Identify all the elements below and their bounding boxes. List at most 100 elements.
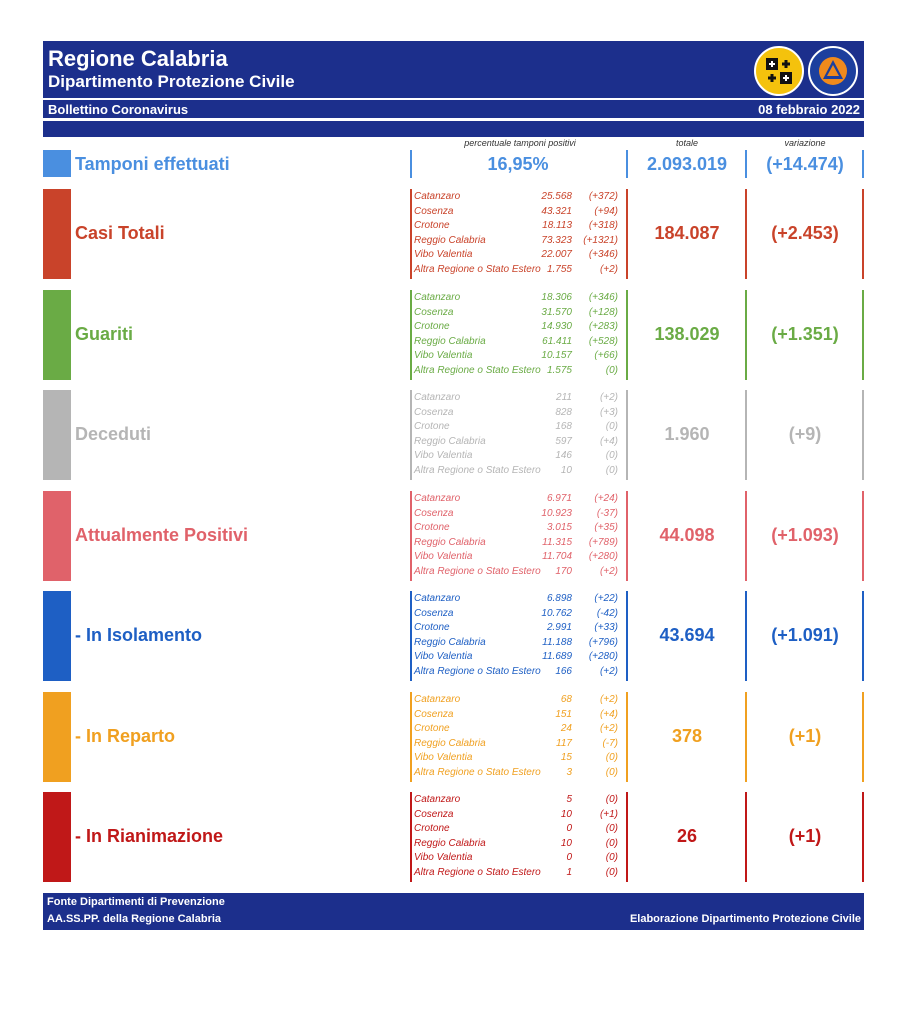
province-row: Altra Regione o Stato Estero 1 (0) — [414, 866, 622, 881]
province-name: Altra Regione o Stato Estero — [414, 565, 541, 577]
province-table: Catanzaro 18.306 (+346) Cosenza 31.570 (+128)… — [414, 291, 622, 379]
province-delta: (-42) — [596, 607, 618, 619]
province-delta: (0) — [605, 794, 618, 805]
province-delta: (0) — [605, 852, 618, 864]
page-title: Regione Calabria — [48, 46, 228, 71]
province-table: Catanzaro 211 (+2) Cosenza 828 (+3) Crotone 168… — [414, 391, 622, 479]
province-row: Cosenza 43.321 (+94) — [414, 205, 622, 220]
tamponi-divider — [745, 150, 747, 178]
header-divider — [43, 121, 864, 137]
province-row: Crotone 0 (0) — [414, 822, 622, 837]
province-value: 151 — [555, 708, 572, 720]
province-name: Reggio Calabria — [414, 234, 486, 246]
province-table: Catanzaro 68 (+2) Cosenza 151 (+4) Crotone 24 (+… — [414, 693, 622, 781]
province-value: 18.306 — [541, 292, 572, 303]
province-value: 73.323 — [541, 234, 572, 246]
category-divider — [410, 390, 412, 480]
province-delta: (+2) — [599, 665, 618, 677]
category-total: 1.960 — [664, 424, 710, 444]
province-row: Crotone 14.930 (+283) — [414, 320, 622, 335]
province-value: 0 — [566, 823, 572, 835]
column-header-total: totale — [675, 138, 699, 148]
category-label: - In Isolamento — [75, 625, 203, 645]
province-value: 11.704 — [542, 551, 572, 563]
category-divider — [410, 290, 412, 380]
province-name: Cosenza — [414, 205, 454, 217]
province-delta: (+2) — [599, 392, 618, 403]
province-value: 2.991 — [546, 622, 572, 634]
province-value: 11.689 — [542, 651, 572, 663]
province-name: Altra Regione o Stato Estero — [414, 665, 541, 677]
province-value: 6.898 — [546, 593, 572, 604]
province-value: 3.015 — [546, 522, 572, 534]
footer-source-line1: Fonte Dipartimenti di Prevenzione — [47, 896, 225, 908]
province-row: Catanzaro 5 (0) — [414, 793, 622, 808]
province-name: Crotone — [414, 220, 450, 232]
province-value: 211 — [556, 392, 572, 403]
province-value: 3 — [566, 766, 572, 778]
category-change: (+1.351) — [771, 324, 839, 344]
province-delta: (+1321) — [583, 234, 618, 246]
province-delta: (-37) — [596, 507, 618, 519]
category-label: Casi Totali — [75, 223, 165, 243]
category-total: 378 — [671, 726, 703, 746]
province-value: 5 — [566, 794, 572, 805]
province-row: Catanzaro 68 (+2) — [414, 693, 622, 708]
category-total: 184.087 — [654, 223, 720, 243]
province-value: 166 — [555, 665, 572, 677]
province-delta: (+318) — [588, 220, 618, 232]
province-delta: (+33) — [594, 622, 618, 634]
province-name: Vibo Valentia — [414, 752, 473, 764]
province-delta: (+283) — [588, 321, 618, 333]
category-divider — [626, 591, 628, 681]
category-change: (+1) — [788, 826, 822, 846]
province-value: 146 — [555, 450, 572, 462]
province-row: Vibo Valentia 146 (0) — [414, 449, 622, 464]
province-value: 14.930 — [541, 321, 572, 333]
province-delta: (+2) — [599, 694, 618, 705]
province-row: Catanzaro 25.568 (+372) — [414, 190, 622, 205]
province-delta: (+94) — [594, 205, 618, 217]
category-divider — [745, 692, 747, 782]
province-row: Cosenza 151 (+4) — [414, 708, 622, 723]
province-value: 11.188 — [542, 636, 572, 648]
header-banner — [43, 41, 864, 98]
province-delta: (+346) — [588, 249, 618, 261]
province-delta: (+22) — [594, 593, 618, 604]
category-total: 26 — [676, 826, 698, 846]
category-divider — [626, 692, 628, 782]
province-name: Crotone — [414, 723, 450, 735]
category-divider — [410, 491, 412, 581]
region-coat-of-arms-icon — [754, 46, 804, 96]
category-divider — [410, 792, 412, 882]
province-delta: (+789) — [588, 536, 618, 548]
province-delta: (+2) — [599, 723, 618, 735]
province-name: Cosenza — [414, 306, 454, 318]
province-value: 25.568 — [541, 191, 572, 202]
province-name: Vibo Valentia — [414, 450, 473, 462]
province-row: Cosenza 10 (+1) — [414, 808, 622, 823]
category-divider — [745, 792, 747, 882]
province-delta: (+2) — [599, 263, 618, 275]
province-delta: (+796) — [588, 636, 618, 648]
province-value: 6.971 — [546, 493, 572, 504]
province-delta: (+128) — [588, 306, 618, 318]
category-divider — [410, 189, 412, 279]
province-table: Catanzaro 6.971 (+24) Cosenza 10.923 (-37) Cro… — [414, 492, 622, 580]
category-divider — [862, 792, 864, 882]
province-row: Crotone 18.113 (+318) — [414, 219, 622, 234]
province-name: Reggio Calabria — [414, 636, 486, 648]
province-value: 168 — [555, 421, 572, 433]
category-swatch — [43, 692, 71, 782]
province-row: Catanzaro 6.898 (+22) — [414, 592, 622, 607]
category-label: Guariti — [75, 324, 134, 344]
province-delta: (0) — [605, 421, 618, 433]
province-row: Vibo Valentia 11.704 (+280) — [414, 550, 622, 565]
province-delta: (+24) — [594, 493, 618, 504]
province-row: Vibo Valentia 11.689 (+280) — [414, 650, 622, 665]
province-name: Crotone — [414, 321, 450, 333]
province-delta: (+4) — [599, 708, 618, 720]
province-row: Cosenza 828 (+3) — [414, 406, 622, 421]
category-change: (+1.093) — [771, 525, 839, 545]
province-row: Vibo Valentia 15 (0) — [414, 751, 622, 766]
